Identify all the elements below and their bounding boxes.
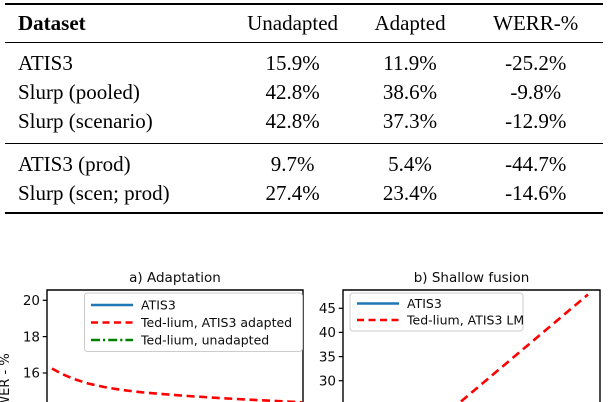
left-y-axis-label: WER - % xyxy=(0,353,13,402)
table-group-2: ATIS3 (prod) 9.7% 5.4% -44.7% Slurp (sce… xyxy=(5,143,603,213)
table-cell: 23.4% xyxy=(382,181,438,205)
table-header-row: Dataset Unadapted Adapted WERR-% xyxy=(5,4,603,43)
left-legend-label: Ted-lium, ATIS3 adapted xyxy=(140,315,292,330)
right-legend-label: ATIS3 xyxy=(407,296,442,311)
table-cell: 42.8% xyxy=(265,109,320,133)
right-ytick-label: 35 xyxy=(319,349,336,365)
table-cell: ATIS3 xyxy=(18,51,73,75)
table-cell: -25.2% xyxy=(505,51,567,75)
table-cell: Slurp (pooled) xyxy=(18,80,140,104)
table-row: Slurp (scen; prod) 27.4% 23.4% -14.6% xyxy=(5,179,603,213)
table-cell: 11.9% xyxy=(383,51,437,75)
table-cell: ATIS3 (prod) xyxy=(18,152,131,176)
table-header-dataset: Dataset xyxy=(18,11,86,35)
right-legend-label: Ted-lium, ATIS3 LM xyxy=(406,313,524,328)
table-row: ATIS3 (prod) 9.7% 5.4% -44.7% xyxy=(5,144,603,180)
table-cell: 42.8% xyxy=(265,80,320,104)
table-cell: -44.7% xyxy=(505,152,567,176)
table-cell: -14.6% xyxy=(505,181,567,205)
table-header: Dataset Unadapted Adapted WERR-% xyxy=(5,4,603,43)
results-table: Dataset Unadapted Adapted WERR-% ATIS3 1… xyxy=(5,3,603,214)
table-header-werr: WERR-% xyxy=(493,11,579,35)
left-series-tedlium-adapted-line xyxy=(51,367,303,402)
table-row: Slurp (scenario) 42.8% 37.3% -12.9% xyxy=(5,107,603,144)
left-ytick-label: 18 xyxy=(23,329,40,345)
table-cell: Slurp (scenario) xyxy=(18,109,153,133)
left-ytick-label: 20 xyxy=(23,293,40,309)
table-cell: 9.7% xyxy=(270,152,315,176)
charts-svg: a) Adaptation 20 18 16 WER - % ATIS3 Ted… xyxy=(0,270,601,402)
right-plot-border xyxy=(342,289,601,402)
table-row: Slurp (pooled) 42.8% 38.6% -9.8% xyxy=(5,78,603,107)
table-cell: 37.3% xyxy=(382,109,438,133)
table-cell: -12.9% xyxy=(505,109,567,133)
figure-panel: a) Adaptation 20 18 16 WER - % ATIS3 Ted… xyxy=(0,252,608,402)
right-series-tedlium-lm-line xyxy=(460,293,589,402)
table-group-1: ATIS3 15.9% 11.9% -25.2% Slurp (pooled) … xyxy=(5,43,603,144)
right-chart-title: b) Shallow fusion xyxy=(414,270,530,286)
table-row: ATIS3 15.9% 11.9% -25.2% xyxy=(5,43,603,79)
table-cell: Slurp (scen; prod) xyxy=(18,181,170,205)
right-ytick-label: 40 xyxy=(319,325,336,341)
left-legend-label: Ted-lium, unadapted xyxy=(140,333,269,348)
right-ytick-label: 30 xyxy=(319,373,336,389)
table-cell: 27.4% xyxy=(265,181,320,205)
left-legend-box xyxy=(84,292,303,352)
table-cell: -9.8% xyxy=(510,80,562,104)
left-ytick-label: 16 xyxy=(23,366,40,382)
table-cell: 15.9% xyxy=(265,51,320,75)
table-header-unadapted: Unadapted xyxy=(247,11,339,35)
left-legend-label: ATIS3 xyxy=(141,298,176,313)
left-chart-title: a) Adaptation xyxy=(129,270,221,286)
table-header-adapted: Adapted xyxy=(374,11,446,35)
table-cell: 5.4% xyxy=(388,152,432,176)
right-ytick-label: 45 xyxy=(319,301,336,317)
table-cell: 38.6% xyxy=(382,80,438,104)
